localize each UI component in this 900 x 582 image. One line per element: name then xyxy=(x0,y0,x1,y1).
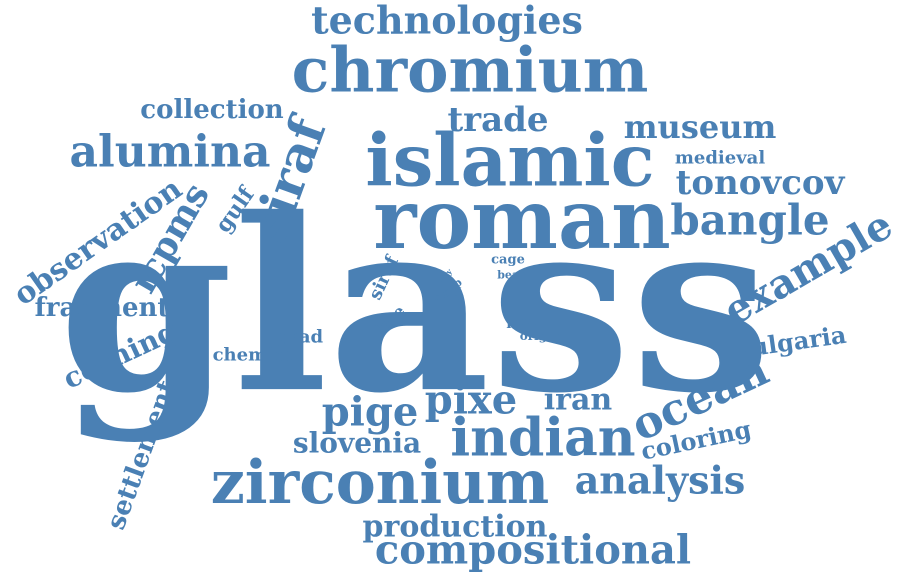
word-alumina: alumina xyxy=(70,127,271,178)
word-fragment: fragment xyxy=(35,293,170,323)
word-compositional: compositional xyxy=(375,527,691,574)
word-post: post xyxy=(506,315,537,330)
word-date: date xyxy=(435,293,459,304)
word-analysis: analysis xyxy=(575,458,746,503)
word-pige: pige xyxy=(322,389,419,436)
word-slovenia: slovenia xyxy=(293,427,421,460)
word-islamic: islamic xyxy=(365,118,654,203)
word-origin: origin xyxy=(520,329,561,343)
word-glass: glass xyxy=(58,166,771,446)
word-collection: collection xyxy=(140,95,284,125)
word-roman: roman xyxy=(373,172,670,268)
word-indian: indian xyxy=(450,408,635,469)
word-iran: iran xyxy=(544,383,613,418)
word-zirconium: zirconium xyxy=(211,448,550,518)
word-cage: cage xyxy=(491,253,525,268)
word-grad: grad xyxy=(277,327,324,348)
word-bead: bead xyxy=(497,269,527,282)
word-chemical: chemical xyxy=(213,345,304,366)
word-chromium: chromium xyxy=(292,34,649,107)
word-pixe: pixe xyxy=(425,377,517,424)
word-bangle: bangle xyxy=(670,196,829,245)
word-tonovcov: tonovcov xyxy=(676,163,846,203)
word-museum: museum xyxy=(624,108,777,146)
word-technologies: technologies xyxy=(311,0,583,43)
word-production: production xyxy=(363,510,548,545)
word-medieval: medieval xyxy=(675,148,765,169)
word-trade: trade xyxy=(447,100,548,140)
